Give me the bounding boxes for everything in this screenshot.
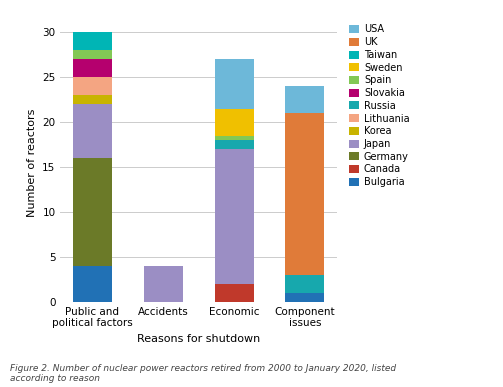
Bar [73,158,112,266]
Bar [73,266,112,302]
Bar [73,95,112,104]
Bar [73,59,112,77]
Bar [215,135,254,140]
Bar [286,86,324,113]
Text: Figure 2. Number of nuclear power reactors retired from 2000 to January 2020, li: Figure 2. Number of nuclear power reacto… [10,364,396,383]
Bar [286,275,324,293]
Bar [73,32,112,50]
Bar [144,266,183,302]
Bar [215,284,254,302]
X-axis label: Reasons for shutdown: Reasons for shutdown [137,334,261,344]
Legend: USA, UK, Taiwan, Sweden, Spain, Slovakia, Russia, Lithuania, Korea, Japan, Germa: USA, UK, Taiwan, Sweden, Spain, Slovakia… [348,22,411,189]
Bar [286,293,324,302]
Bar [215,59,254,109]
Bar [73,104,112,158]
Bar [286,113,324,275]
Bar [215,149,254,284]
Bar [215,140,254,149]
Bar [215,109,254,135]
Bar [73,77,112,95]
Bar [73,50,112,59]
Y-axis label: Number of reactors: Number of reactors [27,108,37,217]
